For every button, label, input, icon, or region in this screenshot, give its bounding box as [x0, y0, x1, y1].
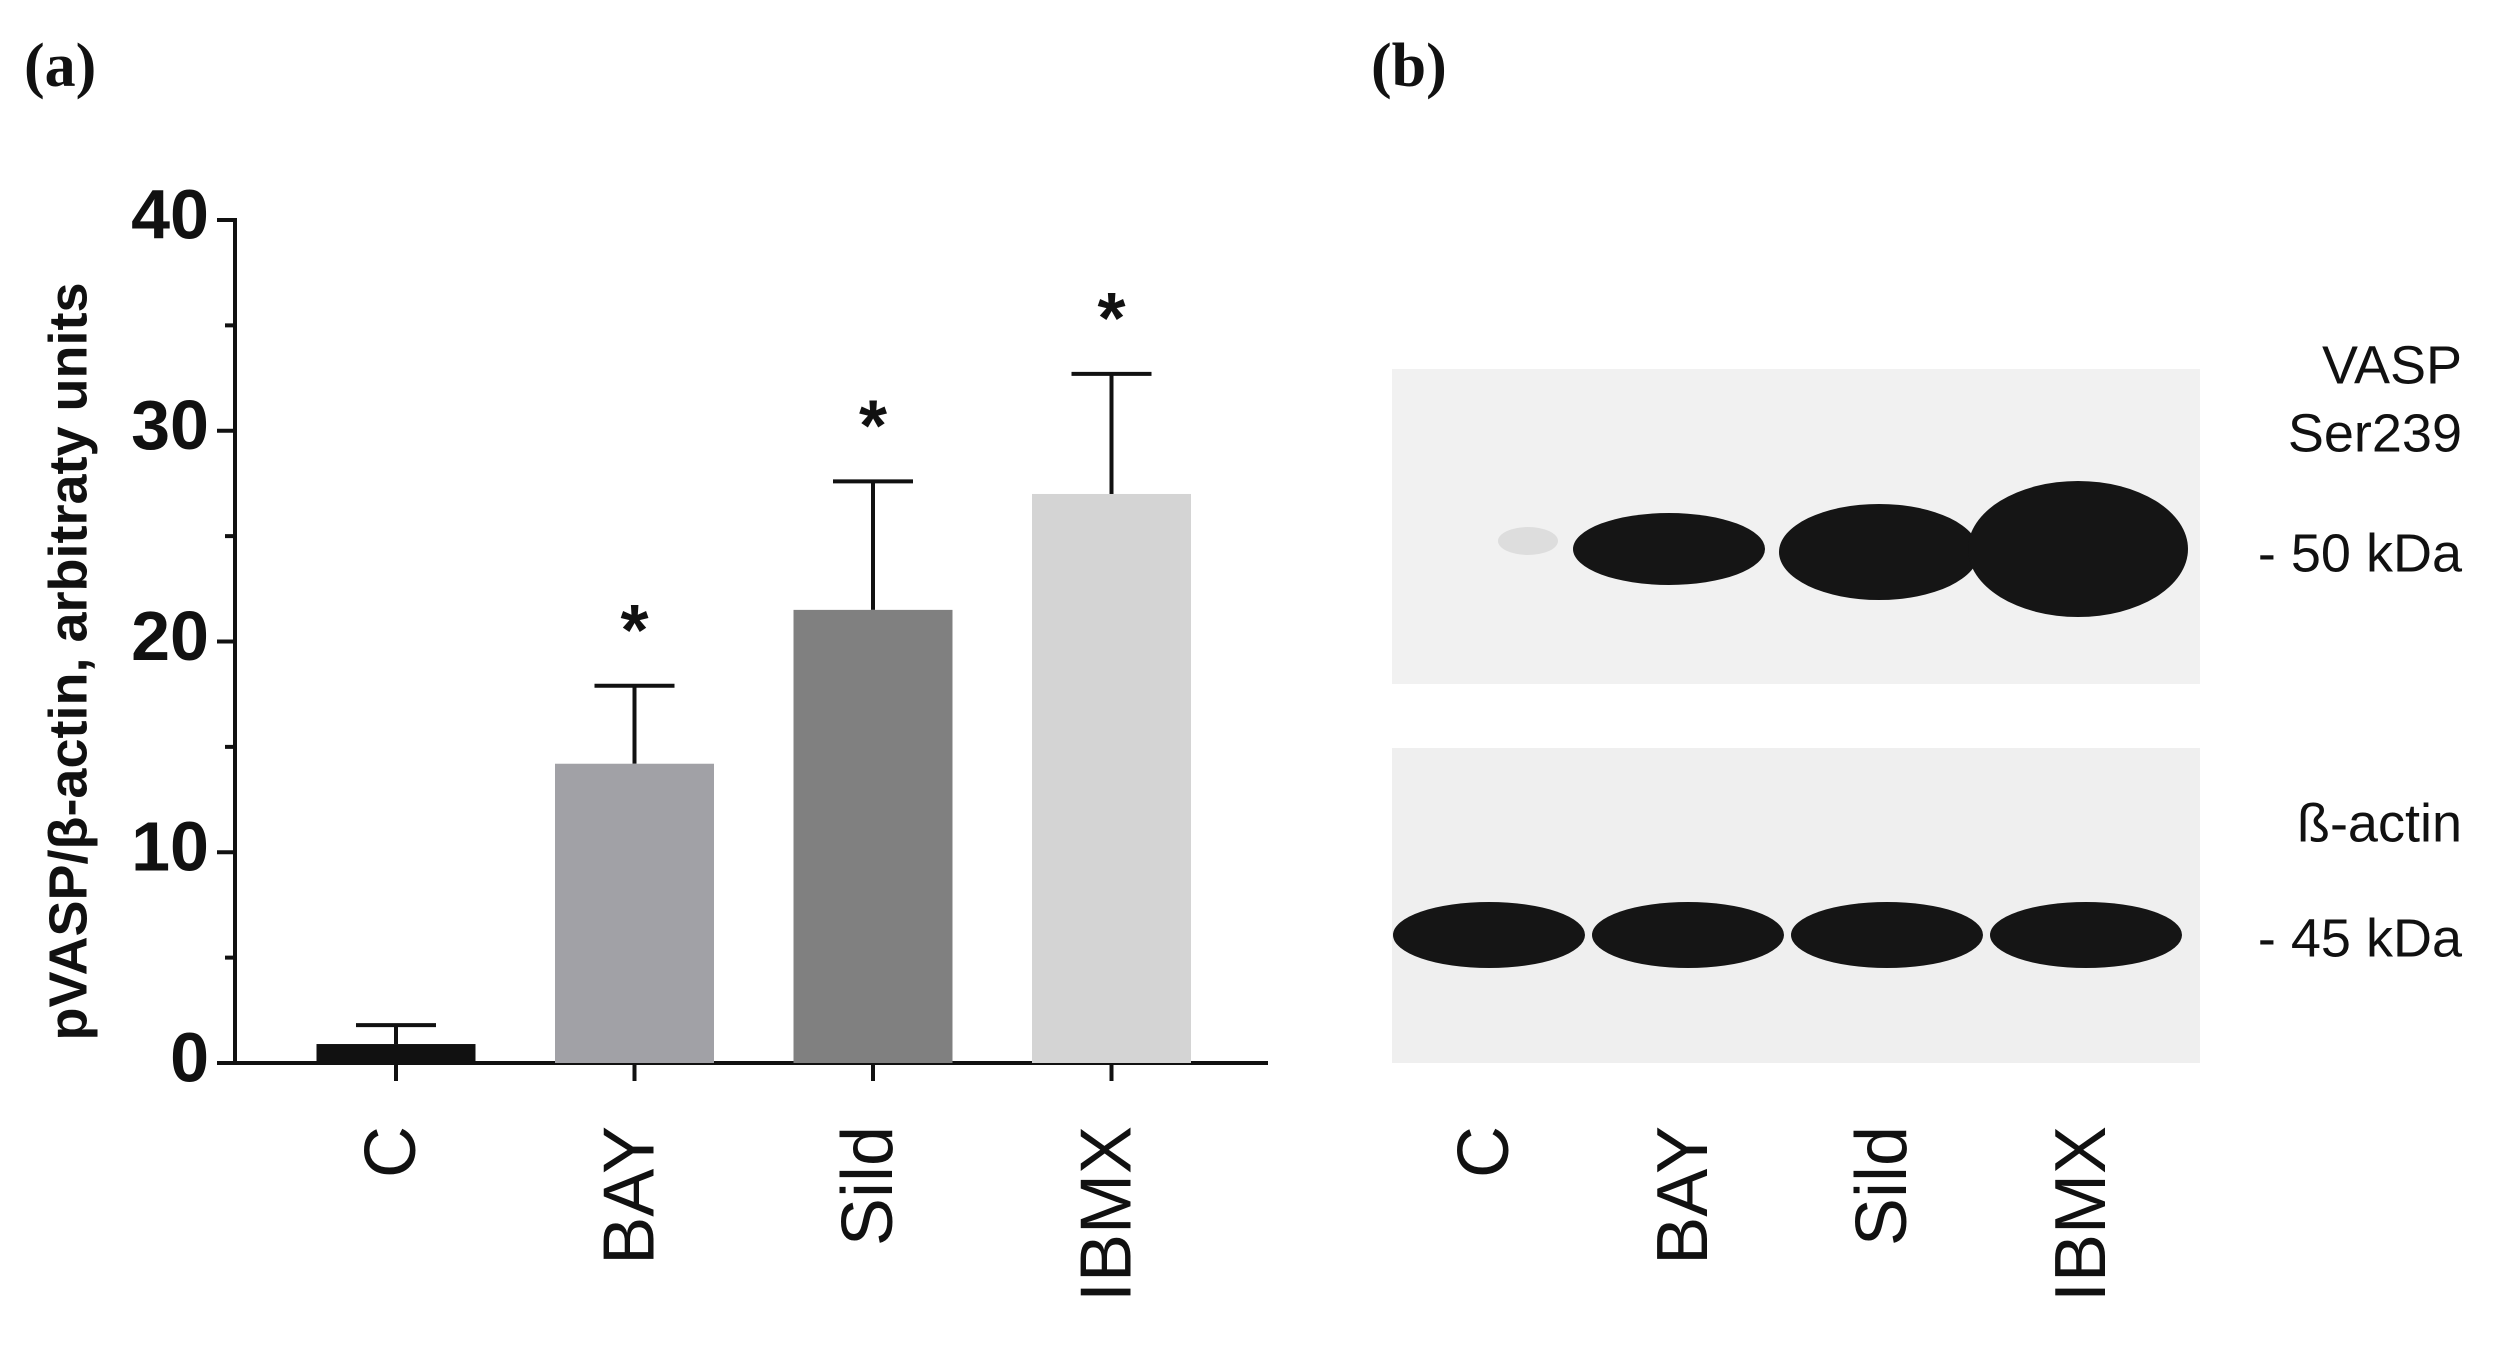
blot-band	[1393, 902, 1585, 968]
y-axis-label: pVASP/β-actin, arbitraty units	[38, 282, 98, 1040]
lane-label: BAY	[1643, 1126, 1723, 1265]
x-tick-label: C	[351, 1126, 431, 1178]
bar	[316, 1044, 476, 1063]
bar	[555, 763, 714, 1063]
blot-label: VASP	[2322, 335, 2462, 395]
blot-band	[1498, 527, 1558, 555]
blot-label: - 50 kDa	[2258, 523, 2463, 583]
y-tick-label: 40	[131, 175, 209, 253]
blot-label: - 45 kDa	[2258, 908, 2463, 968]
blot-band	[1592, 902, 1784, 968]
x-tick-label: Sild	[828, 1126, 908, 1246]
significance-marker: *	[1097, 279, 1125, 359]
blot-label: ß-actin	[2297, 793, 2462, 853]
blot-band	[1791, 902, 1983, 968]
lane-label: IBMX	[2041, 1126, 2121, 1302]
panel-label: (a)	[24, 32, 96, 100]
x-tick-label: IBMX	[1067, 1126, 1147, 1302]
blot-band	[1779, 504, 1979, 600]
y-tick-label: 10	[131, 808, 209, 886]
lane-label: Sild	[1842, 1126, 1922, 1246]
y-tick-label: 20	[131, 597, 209, 675]
blot-label: Ser239	[2288, 403, 2462, 463]
blot-band	[1968, 481, 2188, 617]
blot-band	[1573, 513, 1765, 585]
significance-marker: *	[620, 591, 648, 671]
y-tick-label: 0	[170, 1018, 209, 1096]
significance-marker: *	[859, 386, 887, 466]
bar	[793, 609, 953, 1063]
blot-band	[1990, 902, 2182, 968]
panel-label: (b)	[1371, 32, 1447, 100]
bar	[1032, 493, 1191, 1064]
x-tick-label: BAY	[590, 1126, 670, 1265]
western-blot	[1392, 369, 2200, 1063]
lane-label: C	[1444, 1126, 1524, 1178]
y-tick-label: 30	[131, 386, 209, 464]
